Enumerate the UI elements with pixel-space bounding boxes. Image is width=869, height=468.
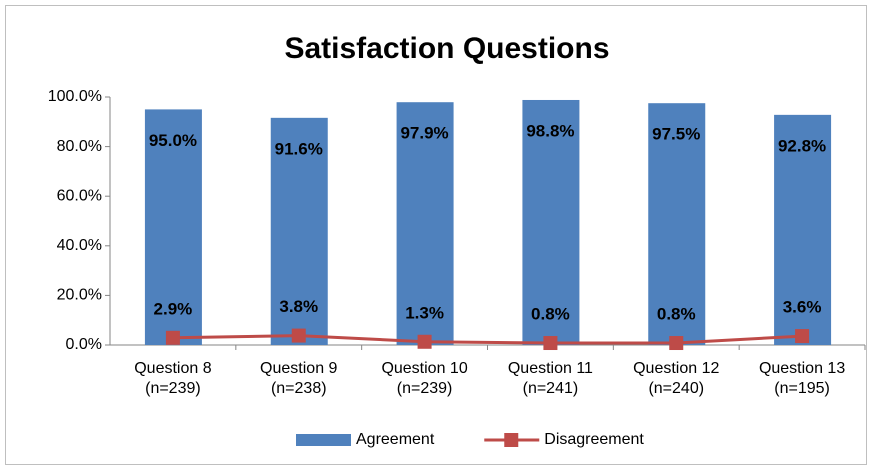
x-tick-label: (n=241) [523,380,579,397]
line-value-label: 2.9% [154,299,193,318]
chart-title: Satisfaction Questions [284,32,609,65]
y-tick-label: 100.0% [48,88,102,105]
bar [774,114,832,345]
line-value-label: 0.8% [657,305,696,324]
x-tick-label: Question 12 [633,360,719,377]
x-tick-label: (n=239) [397,380,453,397]
x-tick-label: (n=239) [145,380,201,397]
bar-value-label: 97.5% [652,125,700,144]
bar-value-label: 92.8% [778,136,826,155]
line-marker [795,329,810,344]
legend-swatch [296,434,351,446]
y-tick-label: 20.0% [57,287,102,304]
x-tick-label: (n=195) [774,380,830,397]
bar [270,117,328,345]
bar-value-label: 98.8% [526,121,574,140]
bar [648,103,706,345]
line-marker [669,336,684,351]
line-marker [165,330,180,345]
line-value-label: 3.8% [279,297,318,316]
bar [144,109,202,346]
x-tick-label: Question 9 [260,360,337,377]
bar [396,102,454,345]
x-tick-label: Question 11 [508,360,593,377]
line [172,334,803,345]
y-tick-label: 60.0% [57,187,102,204]
legend-label: Agreement [356,431,435,448]
legend-swatch-marker [504,433,519,447]
line-marker [291,328,306,343]
x-tick-label: (n=238) [271,380,327,397]
bar [522,99,580,345]
line-value-label: 3.6% [783,298,822,317]
y-tick-label: 0.0% [66,336,102,353]
x-tick-label: Question 8 [134,360,211,377]
x-tick-label: Question 10 [381,360,467,377]
x-tick-label: Question 13 [759,360,845,377]
bar-value-label: 91.6% [275,139,323,158]
bar-value-label: 97.9% [400,124,448,143]
line-marker [417,334,432,349]
bar-value-label: 95.0% [149,131,197,150]
legend-label: Disagreement [544,431,644,448]
line-marker [543,336,558,351]
x-tick-label: (n=240) [648,380,704,397]
y-tick-label: 40.0% [57,237,102,254]
y-tick-label: 80.0% [57,138,102,155]
line-value-label: 0.8% [531,305,570,324]
line-value-label: 1.3% [405,303,444,322]
